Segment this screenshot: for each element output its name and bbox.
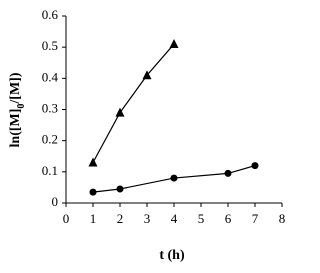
triangle-marker — [115, 107, 125, 117]
triangle-marker — [169, 39, 179, 49]
y-axis-label: ln([M]0/[M]) — [8, 72, 27, 147]
trend-line — [92, 43, 175, 163]
circle-marker — [224, 169, 232, 177]
y-tick-label: 0.2 — [42, 132, 58, 147]
x-tick-label: 6 — [225, 211, 232, 226]
x-tick-label: 1 — [90, 211, 97, 226]
y-tick-label: 0 — [52, 194, 59, 209]
circle-marker — [170, 174, 178, 182]
x-tick-label: 8 — [279, 211, 286, 226]
x-tick-label: 5 — [198, 211, 205, 226]
triangle-marker — [88, 157, 98, 167]
x-axis-label: t (h) — [159, 248, 185, 263]
y-tick-label: 0.6 — [42, 7, 59, 22]
circle-marker — [89, 188, 97, 196]
x-tick-label: 4 — [171, 211, 178, 226]
y-tick-label: 0.3 — [42, 100, 58, 115]
y-tick-label: 0.4 — [42, 69, 59, 84]
y-label-part: ln([M] — [8, 109, 23, 148]
circle-marker — [251, 162, 259, 170]
y-label-part: 0 — [16, 104, 27, 109]
x-tick-label: 3 — [144, 211, 151, 226]
x-tick-label: 0 — [63, 211, 70, 226]
chart: t (h) ln([M]0/[M]) 00.10.20.30.40.50.60 1… — [8, 7, 286, 263]
y-tick-label: 0.1 — [42, 163, 58, 178]
circle-marker — [116, 185, 124, 193]
y-label-part: /[M]) — [8, 72, 23, 104]
x-tick-label: 2 — [117, 211, 124, 226]
y-tick-label: 0.5 — [42, 38, 58, 53]
x-tick-label: 7 — [252, 211, 259, 226]
triangle-marker — [142, 70, 152, 80]
